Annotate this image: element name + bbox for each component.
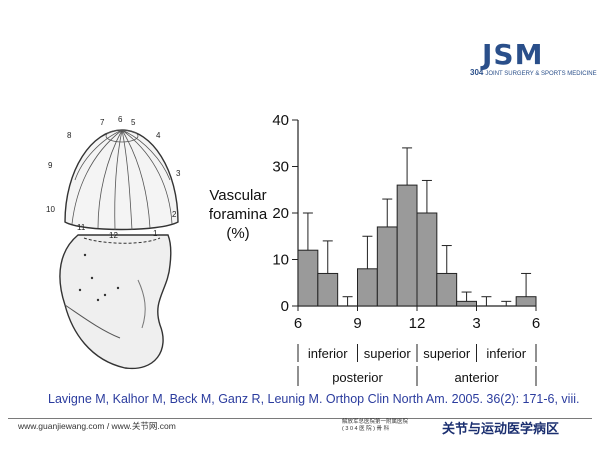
citation-text: Lavigne M, Kalhor M, Beck M, Ganz R, Leu… bbox=[48, 392, 580, 406]
x-tick-label: 9 bbox=[353, 315, 361, 332]
bar bbox=[416, 212, 438, 307]
bar bbox=[357, 268, 378, 307]
region-label: inferior bbox=[486, 346, 526, 361]
y-axis-label: Vascular foramina (%) bbox=[186, 186, 290, 243]
footer-divider bbox=[8, 418, 592, 419]
footer-hospital-line2: ( 3 0 4 医 院 ) 骨 科 bbox=[342, 426, 390, 432]
logo-number: 304 bbox=[470, 68, 484, 77]
pos-label-4: 4 bbox=[156, 131, 161, 140]
x-tick-label: 6 bbox=[532, 315, 540, 332]
bar bbox=[456, 300, 477, 307]
pos-label-7: 7 bbox=[100, 118, 105, 127]
region-label: superior bbox=[364, 346, 412, 361]
region-label: superior bbox=[423, 346, 471, 361]
pos-label-12: 12 bbox=[109, 231, 118, 240]
bar bbox=[317, 272, 339, 307]
pos-label-2: 2 bbox=[172, 210, 177, 219]
y-tick-label: 10 bbox=[272, 252, 289, 269]
footer-hospital: 解放军总医院第一附属医院 ( 3 0 4 医 院 ) 骨 科 bbox=[342, 419, 434, 433]
footer-hospital-line1: 解放军总医院第一附属医院 bbox=[342, 419, 409, 425]
pos-label-1: 1 bbox=[153, 229, 158, 238]
y-axis-label-line2: foramina bbox=[208, 206, 268, 223]
bar bbox=[515, 296, 537, 307]
y-tick-label: 30 bbox=[272, 159, 289, 176]
femoral-head-illustration: 6 5 4 3 2 7 8 9 10 11 12 1 bbox=[46, 115, 181, 370]
x-tick-label: 3 bbox=[472, 315, 480, 332]
footer-department: 关节与运动医学病区 bbox=[442, 421, 560, 436]
y-tick-label: 0 bbox=[281, 298, 289, 315]
pos-label-10: 10 bbox=[46, 205, 55, 214]
y-tick-label: 40 bbox=[272, 112, 289, 129]
bar bbox=[297, 249, 319, 307]
footer-website[interactable]: www.guanjiewang.com / www.关节网.com bbox=[18, 421, 176, 431]
group-label: anterior bbox=[454, 370, 499, 385]
y-tick-label: 20 bbox=[272, 205, 289, 222]
pos-label-8: 8 bbox=[67, 131, 72, 140]
region-label: inferior bbox=[308, 346, 348, 361]
y-axis-label-line1: Vascular bbox=[209, 187, 267, 204]
pos-label-5: 5 bbox=[131, 118, 136, 127]
bar bbox=[396, 184, 418, 307]
logo-tagline-text: JOINT SURGERY & SPORTS MEDICINE bbox=[485, 71, 597, 77]
bar bbox=[376, 226, 398, 307]
pos-label-3: 3 bbox=[176, 169, 181, 178]
logo-tagline: 304 JOINT SURGERY & SPORTS MEDICINE bbox=[470, 68, 597, 77]
group-label: posterior bbox=[332, 370, 383, 385]
jsm-logo: JSM 304 JOINT SURGERY & SPORTS MEDICINE bbox=[468, 38, 597, 86]
y-axis-label-line3: (%) bbox=[226, 225, 250, 242]
bar bbox=[436, 272, 458, 307]
x-tick-label: 12 bbox=[409, 315, 426, 332]
x-tick-label: 6 bbox=[294, 315, 302, 332]
pos-label-11: 11 bbox=[77, 223, 86, 232]
pos-label-6: 6 bbox=[118, 115, 123, 124]
pos-label-9: 9 bbox=[48, 161, 53, 170]
logo-wordmark: JSM bbox=[482, 38, 544, 71]
